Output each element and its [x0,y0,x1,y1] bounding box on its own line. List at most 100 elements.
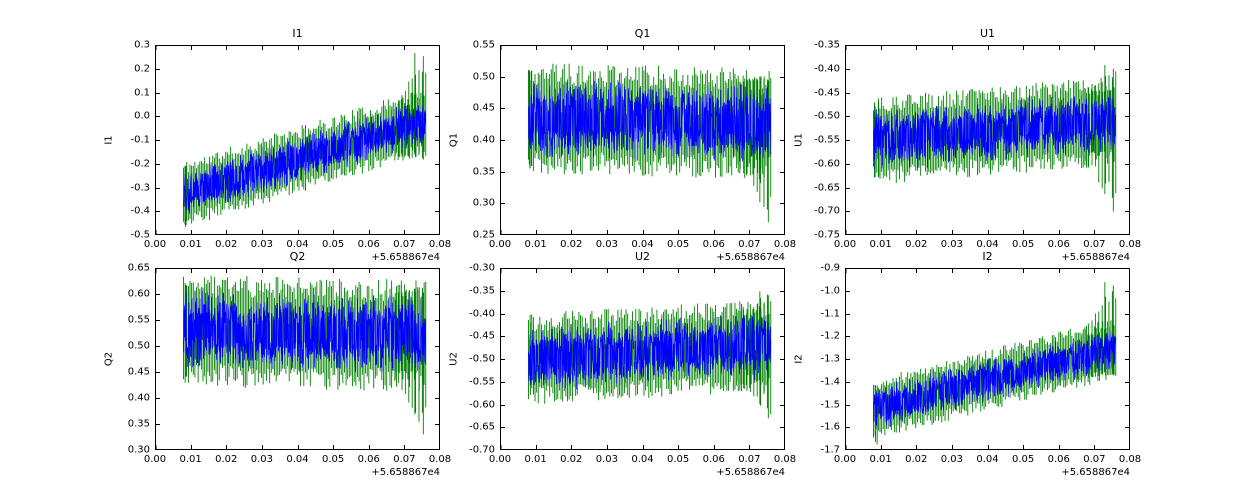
plot-title: Q2 [289,250,306,263]
x-tick-label: 0.04 [631,239,654,250]
x-axis-offset-label: +5.658867e4 [716,252,785,263]
x-tick-label: 0.01 [179,454,202,465]
y-tick-label: 0.65 [127,262,150,274]
x-tick-label: 0.02 [215,239,238,250]
y-tick-label: 0.55 [127,314,150,326]
y-tick-label: 0.30 [127,444,150,456]
subplot-q1: Q1 Q1 0.55 0.50 0.45 0.40 0.35 0.30 0.25 0.00 0… [449,28,797,263]
x-axis-offset-label: +5.658867e4 [1061,252,1130,263]
subplot-q2: Q2 Q2 0.65 0.60 0.55 0.50 0.45 0.40 0.35 0.30 0… [104,251,452,478]
plot-area [155,45,440,235]
y-tick-label: -1.5 [820,399,840,410]
subplot-i1: I1 I1 0.3 0.2 0.1 0.0 -0.1 -0.2 -0.3 -0.4 -0.5 0… [104,28,452,263]
plot-title: U2 [634,250,651,263]
x-tick-label: 0.07 [393,239,416,250]
x-tick-label: 0.06 [702,454,725,465]
plot-title: I1 [292,27,303,40]
y-tick-label: -0.2 [130,158,150,170]
x-axis-offset-label: +5.658867e4 [1061,467,1130,478]
x-tick-label: 0.03 [250,239,274,250]
x-tick-label: 0.04 [286,239,309,250]
y-tick-label: 0.40 [472,134,495,146]
x-tick-label: 0.08 [773,454,797,465]
x-tick-label: 0.07 [738,239,761,250]
y-tick-label: -1.0 [820,285,840,297]
x-tick-label: 0.04 [631,454,654,465]
y-tick-label: -0.55 [814,134,840,146]
y-tick-label: 0.45 [472,102,495,114]
y-tick-label: -0.70 [814,205,840,217]
y-tick-label: 0.2 [134,63,150,75]
x-tick-label: 0.08 [1118,454,1142,465]
y-tick-label: -1.4 [820,376,840,388]
y-tick-label: -1.2 [820,330,840,342]
x-tick-label: 0.07 [1083,239,1106,250]
plot-title: I2 [982,250,993,263]
y-tick-label: -1.3 [820,353,840,365]
y-tick-label: 0.45 [127,366,150,378]
x-tick-label: 0.01 [179,239,202,250]
x-tick-label: 0.01 [524,454,547,465]
x-tick-label: 0.02 [905,454,928,465]
y-tick-label: 0.25 [472,229,495,241]
x-tick-label: 0.00 [833,239,857,250]
y-tick-label: -0.40 [469,308,495,319]
subplot-i2: I2 I2 -0.9 -1.0 -1.1 -1.2 -1.3 -1.4 -1.5 -1.6 -1… [794,251,1142,478]
y-axis-label: I1 [103,135,115,145]
y-tick-label: -1.1 [820,308,840,319]
x-tick-label: 0.02 [905,239,928,250]
x-tick-label: 0.06 [1047,239,1070,250]
x-tick-label: 0.05 [1011,239,1035,250]
x-tick-label: 0.00 [833,454,857,465]
y-axis-label: U1 [793,133,805,147]
plot-title: U1 [979,27,996,40]
plot-title: Q1 [634,27,651,40]
y-tick-label: -0.55 [469,376,495,388]
y-tick-label: 0.35 [127,418,150,430]
x-tick-label: 0.04 [976,454,999,465]
x-tick-label: 0.02 [560,239,583,250]
y-tick-label: -0.40 [814,63,840,75]
x-tick-label: 0.05 [321,239,345,250]
x-tick-label: 0.07 [393,454,416,465]
x-tick-label: 0.04 [286,454,309,465]
plot-area [155,268,440,450]
y-tick-label: -0.70 [469,444,495,456]
y-axis-label: U2 [448,352,460,366]
x-tick-label: 0.00 [488,454,512,465]
x-tick-label: 0.05 [666,454,690,465]
x-tick-label: 0.01 [524,239,547,250]
y-tick-label: -0.50 [814,110,840,122]
x-tick-label: 0.08 [428,454,452,465]
y-tick-label: 0.40 [127,392,150,404]
y-tick-label: -0.9 [820,262,840,274]
x-tick-label: 0.01 [869,454,892,465]
x-tick-label: 0.07 [738,454,761,465]
y-tick-label: -0.65 [469,421,495,433]
y-tick-label: 0.50 [127,340,150,352]
y-tick-label: 0.50 [472,71,495,83]
y-tick-label: -0.60 [469,399,495,410]
y-tick-label: 0.60 [127,288,150,300]
x-axis-offset-label: +5.658867e4 [371,252,440,263]
y-tick-label: -0.5 [130,229,150,241]
y-tick-label: 0.35 [472,166,495,178]
x-tick-label: 0.06 [357,239,380,250]
plot-area [500,45,785,235]
y-tick-label: -0.50 [469,353,495,365]
x-axis-offset-label: +5.658867e4 [371,467,440,478]
x-tick-label: 0.08 [1118,239,1142,250]
x-tick-label: 0.03 [250,454,274,465]
x-tick-label: 0.03 [940,454,964,465]
plot-area [845,45,1130,235]
x-tick-label: 0.04 [976,239,999,250]
y-tick-label: -0.45 [469,330,495,342]
y-tick-label: -1.6 [820,421,840,433]
y-tick-label: -0.75 [814,229,840,241]
x-tick-label: 0.02 [560,454,583,465]
y-tick-label: -0.3 [130,182,150,193]
y-tick-label: -0.60 [814,158,840,170]
plot-area [500,268,785,450]
x-tick-label: 0.08 [773,239,797,250]
